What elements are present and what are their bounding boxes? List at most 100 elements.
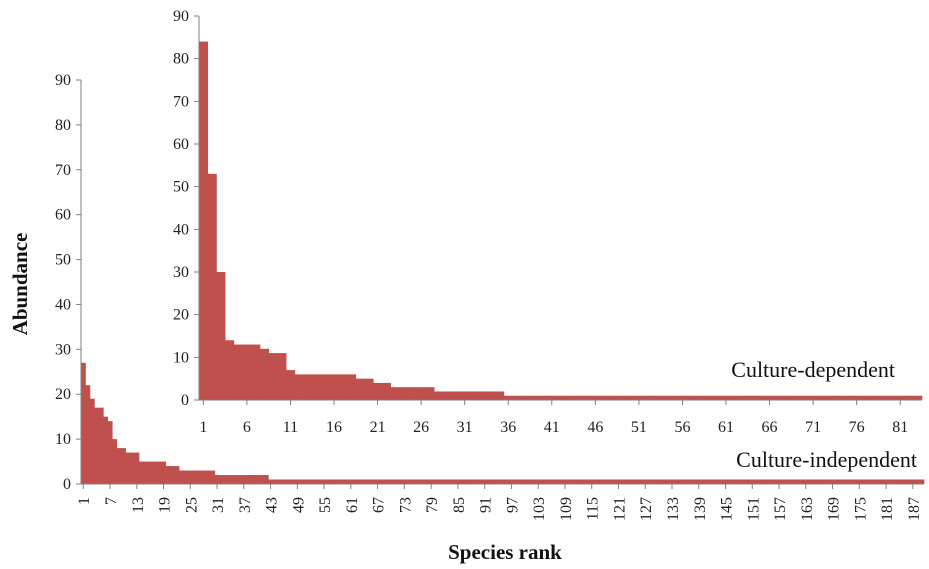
ci-bar-rank-51 xyxy=(304,479,309,484)
ci-bar-rank-91 xyxy=(482,479,488,484)
ci-bar-rank-177 xyxy=(866,479,871,484)
cd-bar-rank-19 xyxy=(355,378,365,400)
cd-x-tick-label: 26 xyxy=(413,419,429,436)
ci-x-tick-label: 127 xyxy=(638,497,655,521)
ci-bar-rank-129 xyxy=(651,479,657,484)
ci-bar-rank-133 xyxy=(669,479,675,484)
ci-x-tick-label: 145 xyxy=(719,497,736,521)
ci-bar-rank-90 xyxy=(477,479,483,484)
ci-x-tick-label: 181 xyxy=(879,497,896,521)
cd-x-tick-label: 76 xyxy=(849,419,865,436)
cd-bar-rank-49 xyxy=(617,395,627,400)
ci-bar-rank-82 xyxy=(442,479,448,484)
cd-bar-rank-27 xyxy=(425,387,435,400)
ci-x-tick-label: 37 xyxy=(237,497,254,513)
ci-bar-rank-88 xyxy=(469,479,474,484)
ci-bar-rank-56 xyxy=(326,479,332,484)
ci-x-tick-label: 109 xyxy=(558,497,575,521)
cd-x-tick-label: 16 xyxy=(326,419,342,436)
ci-bar-rank-130 xyxy=(656,479,662,484)
ci-x-tick-label: 103 xyxy=(531,497,548,521)
ci-bar-rank-106 xyxy=(549,479,555,484)
ci-bar-rank-169 xyxy=(830,479,836,484)
ci-bar-rank-167 xyxy=(821,479,827,484)
ci-bar-rank-122 xyxy=(620,479,626,484)
ci-bar-rank-7 xyxy=(107,421,113,484)
cd-bar-rank-32 xyxy=(469,391,479,400)
ci-bar-rank-175 xyxy=(857,479,862,484)
x-axis-title: Species rank xyxy=(448,540,562,564)
cd-bar-rank-63 xyxy=(739,395,749,400)
ci-bar-rank-68 xyxy=(379,479,385,484)
ci-bar-rank-147 xyxy=(732,479,738,484)
ci-bar-rank-30 xyxy=(210,470,216,484)
ci-bar-rank-120 xyxy=(611,479,617,484)
ci-bar-rank-32 xyxy=(219,475,225,484)
ci-bar-rank-112 xyxy=(576,479,581,484)
ci-bar-rank-62 xyxy=(353,479,358,484)
ci-bar-rank-93 xyxy=(491,479,497,484)
ci-y-tick-label: 70 xyxy=(55,162,71,179)
ci-bar-rank-184 xyxy=(897,479,903,484)
cd-bar-rank-69 xyxy=(791,395,801,400)
cd-bar-rank-82 xyxy=(904,395,914,400)
ci-bar-rank-114 xyxy=(585,479,590,484)
ci-bar-rank-152 xyxy=(754,479,760,484)
ci-bar-rank-103 xyxy=(535,479,541,484)
ci-y-tick-label: 30 xyxy=(55,341,71,358)
cd-x-tick-label: 61 xyxy=(718,419,734,436)
ci-x-tick-label: 67 xyxy=(371,497,388,513)
ci-bar-rank-159 xyxy=(785,479,791,484)
ci-bar-rank-75 xyxy=(411,479,416,484)
ci-bar-rank-101 xyxy=(527,479,532,484)
ci-bar-rank-180 xyxy=(879,479,885,484)
cd-bar-rank-17 xyxy=(338,374,348,400)
cd-bar-rank-34 xyxy=(486,391,496,400)
ci-bar-rank-149 xyxy=(741,479,746,484)
ci-bar-rank-158 xyxy=(781,479,787,484)
ci-bar-rank-156 xyxy=(772,479,778,484)
ci-bar-rank-168 xyxy=(825,479,831,484)
ci-bar-rank-40 xyxy=(254,475,260,484)
ci-bar-rank-157 xyxy=(776,479,782,484)
ci-bar-rank-65 xyxy=(366,479,372,484)
ci-bar-rank-11 xyxy=(125,452,131,484)
cd-y-tick-label: 20 xyxy=(173,307,189,324)
ci-bar-rank-23 xyxy=(179,470,184,484)
y-axis-title: Abundance xyxy=(8,233,32,336)
ci-bar-rank-174 xyxy=(852,479,858,484)
ci-bar-rank-70 xyxy=(388,479,394,484)
ci-x-tick-label: 7 xyxy=(103,497,120,505)
ci-bar-rank-55 xyxy=(321,479,327,484)
cd-bar-rank-80 xyxy=(887,395,897,400)
cd-bar-rank-52 xyxy=(643,395,653,400)
ci-bar-rank-33 xyxy=(223,475,229,484)
cd-y-tick-label: 10 xyxy=(173,349,189,366)
ci-bar-rank-99 xyxy=(518,479,523,484)
cd-bar-rank-6 xyxy=(242,344,252,400)
ci-bar-rank-80 xyxy=(433,479,439,484)
cd-x-tick-label: 51 xyxy=(631,419,647,436)
ci-bar-rank-29 xyxy=(205,470,211,484)
cd-bar-rank-15 xyxy=(320,374,331,400)
cd-bar-rank-83 xyxy=(913,395,923,400)
cd-bar-rank-65 xyxy=(756,395,766,400)
ci-bar-rank-41 xyxy=(259,475,265,484)
ci-bar-rank-186 xyxy=(906,479,911,484)
ci-x-tick-label: 79 xyxy=(424,497,441,513)
ci-bar-rank-27 xyxy=(196,470,202,484)
ci-x-tick-label: 169 xyxy=(826,497,843,521)
cd-bar-rank-57 xyxy=(686,395,696,400)
cd-bar-rank-66 xyxy=(765,395,775,400)
ci-x-tick-label: 139 xyxy=(692,497,709,521)
cd-bar-rank-39 xyxy=(530,395,540,400)
cd-bar-rank-46 xyxy=(590,395,601,400)
ci-bar-rank-86 xyxy=(460,479,465,484)
ci-bar-rank-57 xyxy=(330,479,336,484)
ci-bar-rank-148 xyxy=(736,479,742,484)
ci-bar-rank-102 xyxy=(531,479,537,484)
cd-bar-rank-47 xyxy=(599,395,609,400)
ci-bar-rank-95 xyxy=(500,479,506,484)
